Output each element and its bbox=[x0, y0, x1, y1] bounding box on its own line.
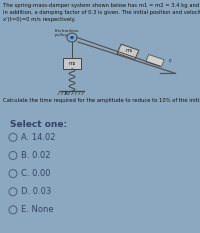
Text: B. 0.02: B. 0.02 bbox=[21, 151, 50, 160]
Text: m₁: m₁ bbox=[125, 48, 133, 53]
Text: A. 14.02: A. 14.02 bbox=[21, 133, 56, 142]
FancyBboxPatch shape bbox=[146, 55, 164, 67]
Text: Frictionless
pulley: Frictionless pulley bbox=[55, 29, 79, 38]
Text: m₂: m₂ bbox=[68, 61, 76, 66]
FancyBboxPatch shape bbox=[63, 58, 81, 69]
Text: k: k bbox=[64, 91, 68, 96]
Text: C. 0.00: C. 0.00 bbox=[21, 169, 50, 178]
Circle shape bbox=[70, 36, 74, 39]
Text: D. 0.03: D. 0.03 bbox=[21, 187, 51, 196]
Text: c: c bbox=[169, 58, 171, 63]
Text: Calculate the time required for the amplitude to reduce to 10% of the initial co: Calculate the time required for the ampl… bbox=[3, 98, 200, 103]
Text: E. None: E. None bbox=[21, 205, 54, 214]
FancyBboxPatch shape bbox=[117, 44, 139, 59]
Text: The spring-mass-damper system shown below has m1 = m2 = 3.4 kg and k = 97.7 N/m.: The spring-mass-damper system shown belo… bbox=[3, 3, 200, 22]
Text: Select one:: Select one: bbox=[10, 120, 67, 129]
